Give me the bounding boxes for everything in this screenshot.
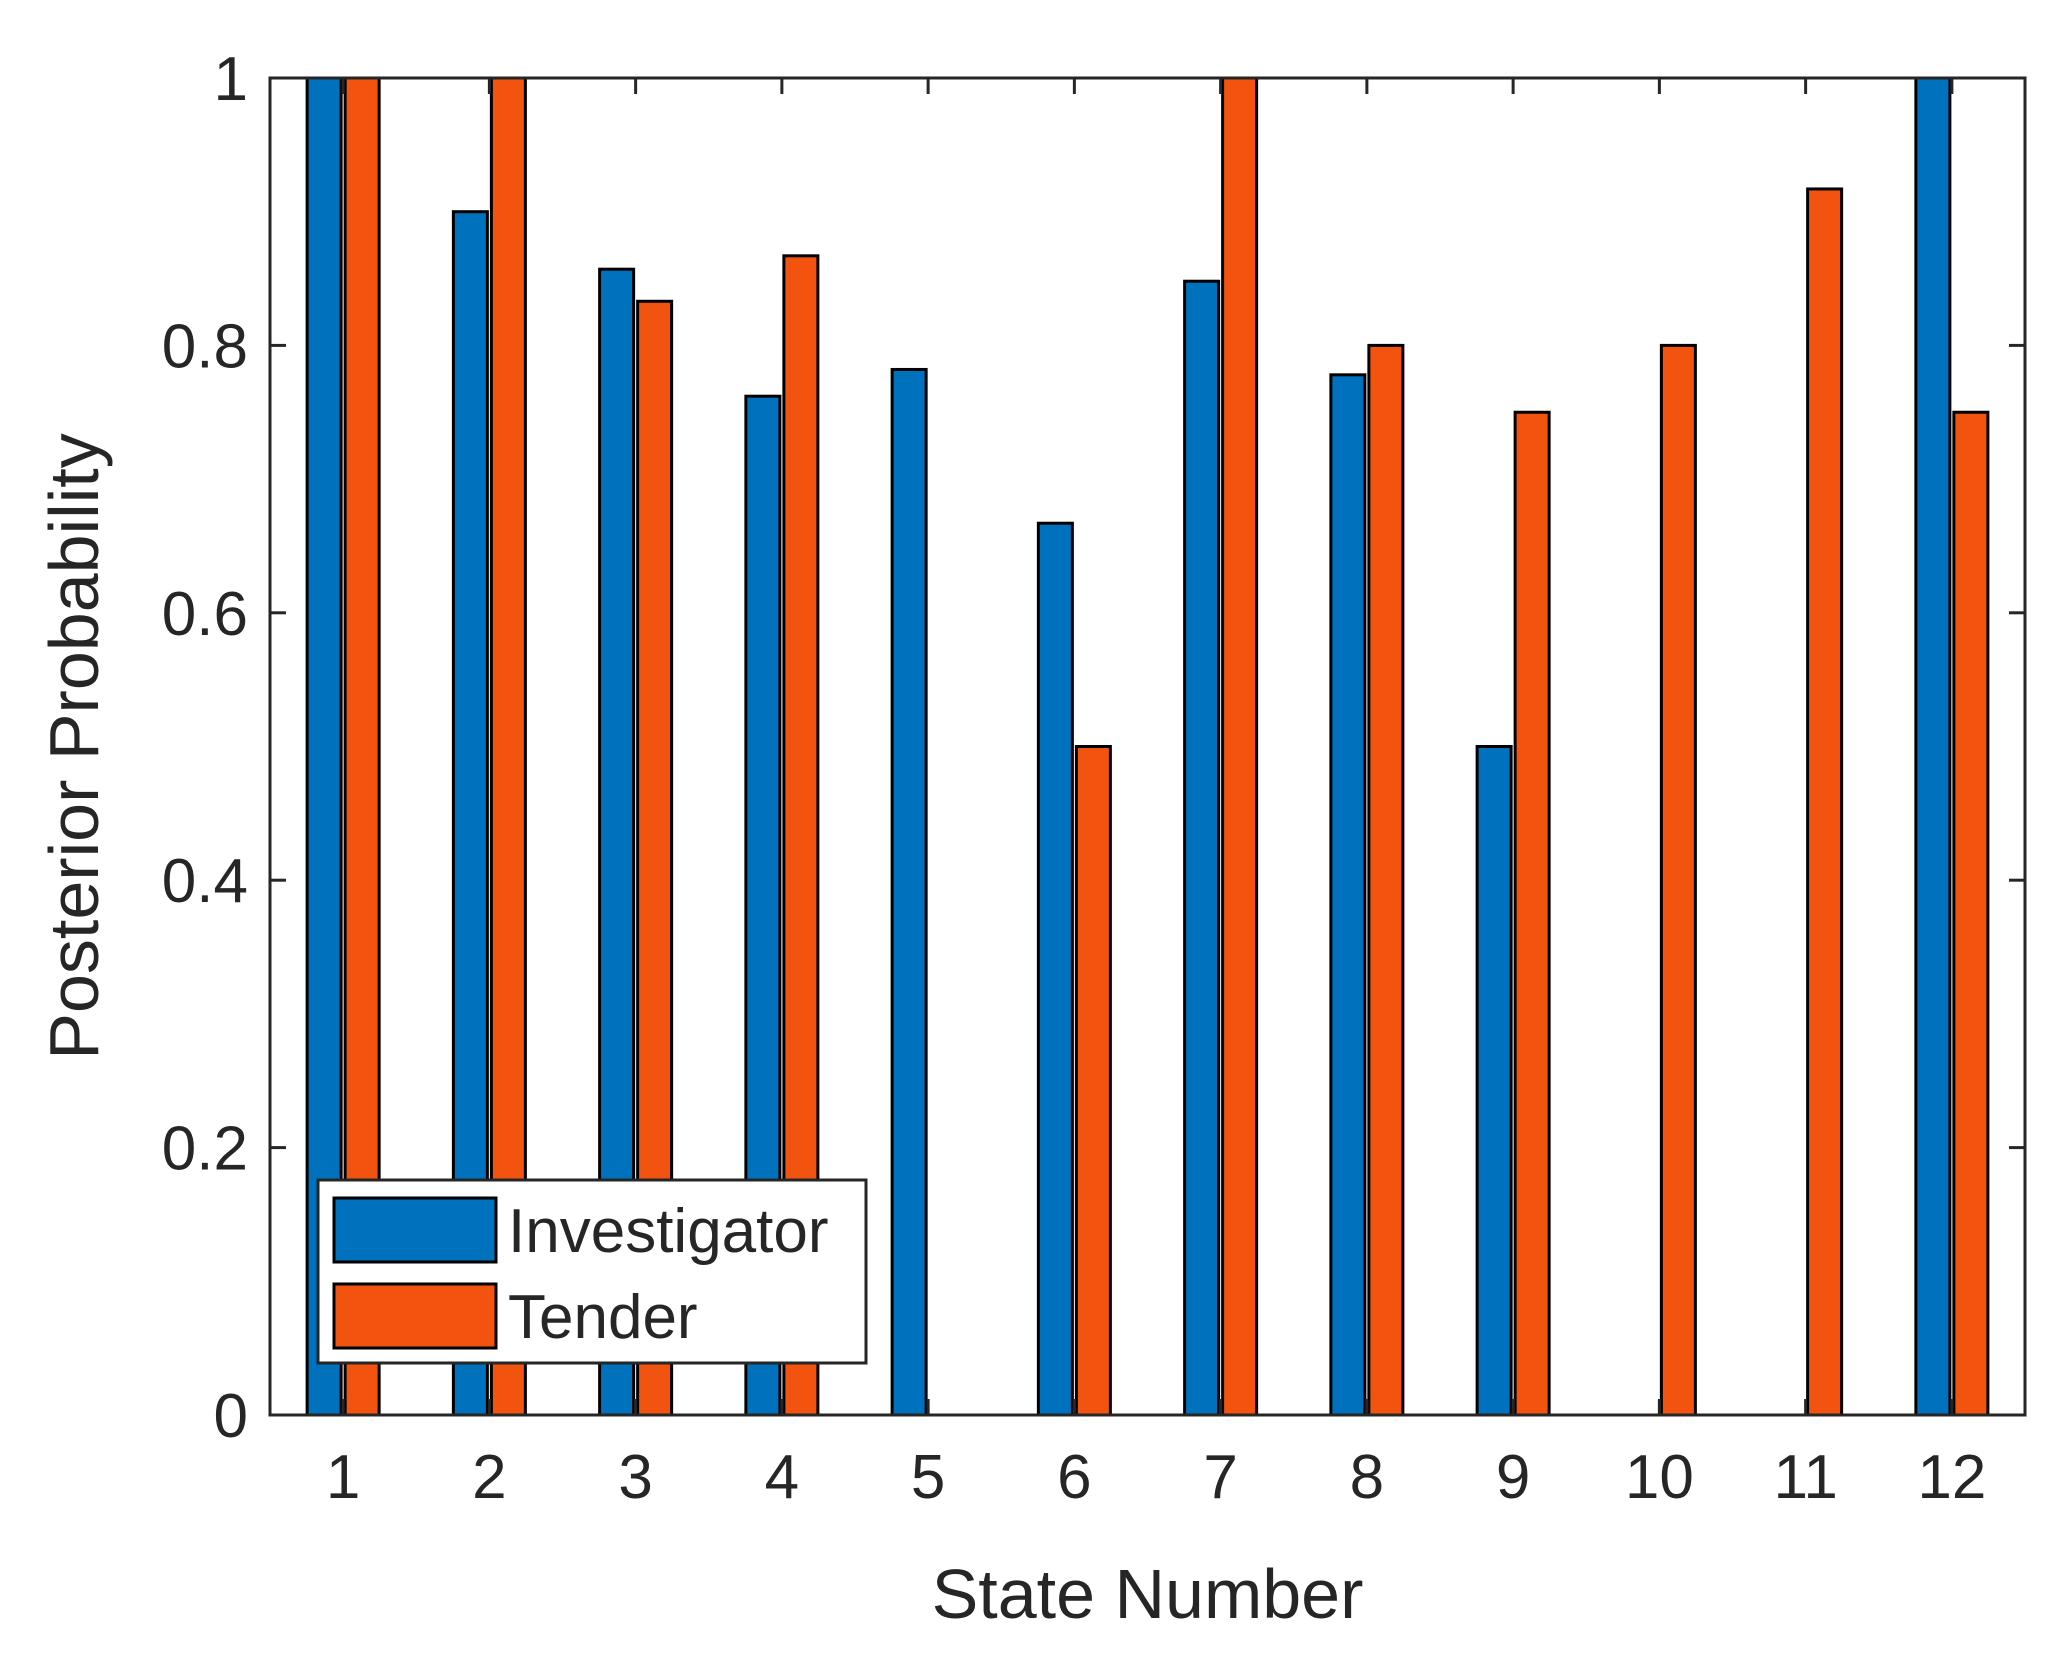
y-tick-label: 0.2 — [162, 1115, 248, 1184]
x-tick-label: 6 — [1057, 1443, 1091, 1512]
axes-layer — [268, 76, 2027, 1417]
bar-tender-state-6 — [1074, 745, 1112, 1417]
bar-investigator-state-12 — [1914, 76, 1952, 1417]
y-tick-label: 0 — [214, 1382, 248, 1451]
bar-tender-state-10 — [1659, 343, 1697, 1417]
x-tick-label: 5 — [911, 1443, 945, 1512]
y-tick-label: 1 — [214, 45, 248, 114]
x-tick-label: 7 — [1203, 1443, 1237, 1512]
bar-investigator-state-9 — [1475, 745, 1513, 1417]
x-tick-label: 2 — [472, 1443, 506, 1512]
legend-label-investigator: Investigator — [508, 1197, 829, 1266]
bar-investigator-state-7 — [1183, 279, 1221, 1417]
bar-tender-state-11 — [1806, 187, 1844, 1417]
legend: Investigator Tender — [316, 1178, 868, 1365]
axes-box — [268, 76, 2027, 1417]
x-tick-label: 9 — [1496, 1443, 1530, 1512]
y-tick-label: 0.4 — [162, 847, 248, 916]
x-tick-label: 10 — [1625, 1443, 1694, 1512]
bar-investigator-state-5 — [890, 367, 928, 1417]
y-tick-label: 0.8 — [162, 312, 248, 381]
legend-swatch-investigator — [332, 1196, 498, 1264]
x-tick-label: 4 — [765, 1443, 799, 1512]
x-tick-label: 8 — [1350, 1443, 1384, 1512]
legend-label-tender: Tender — [508, 1283, 698, 1352]
x-tick-label: 12 — [1917, 1443, 1986, 1512]
bar-tender-state-9 — [1513, 410, 1551, 1417]
y-axis-title: Posterior Probability — [35, 433, 113, 1059]
legend-swatch-tender — [332, 1282, 498, 1350]
bar-tender-state-8 — [1367, 343, 1405, 1417]
ticks-layer: 00.20.40.60.811 2 3 4 5 6 7 8 9 10 11 12 — [162, 45, 2025, 1512]
x-axis-title: State Number — [932, 1555, 1364, 1633]
bar-tender-state-7 — [1221, 76, 1259, 1417]
x-tick-label: 3 — [618, 1443, 652, 1512]
x-tick-label: 11 — [1773, 1443, 1837, 1512]
bar-investigator-state-8 — [1329, 373, 1367, 1417]
y-tick-label: 0.6 — [162, 580, 248, 649]
x-tick-label: 1 — [326, 1443, 360, 1512]
bar-tender-state-12 — [1952, 410, 1990, 1417]
bar-investigator-state-6 — [1036, 521, 1074, 1417]
